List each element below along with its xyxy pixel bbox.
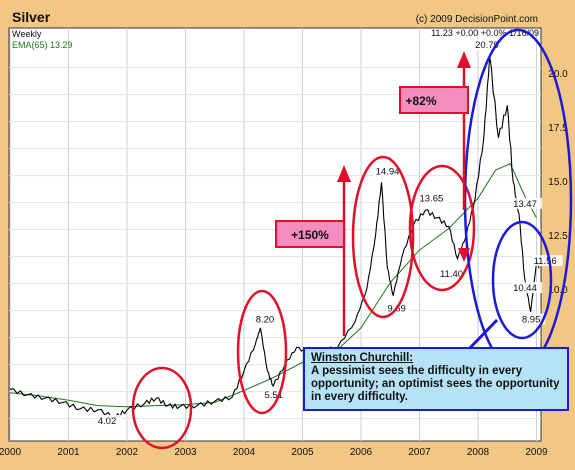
- chart-subtitle: Weekly: [12, 29, 42, 39]
- ema-legend: EMA(65) 13.29: [12, 40, 73, 50]
- x-tick-label: 2006: [350, 447, 373, 458]
- x-tick-label: 2008: [467, 447, 490, 458]
- value-label-bg: [418, 192, 449, 204]
- value-label: 5.51: [264, 390, 283, 401]
- x-tick-label: 2009: [525, 447, 548, 458]
- box-82: [399, 86, 469, 114]
- y-tick-label: 10.0: [548, 285, 568, 296]
- value-label: 4.02: [98, 416, 117, 427]
- price-readout: 11.23 +0.00 +0.0% 1/16/09: [431, 28, 539, 38]
- quote-author: Winston Churchill:: [311, 352, 414, 364]
- y-tick-label: 20.0: [548, 69, 568, 80]
- value-label: 8.95: [522, 314, 541, 325]
- value-label: 13.47: [513, 199, 537, 210]
- y-tick-label: 12.5: [548, 231, 568, 242]
- y-axis-ticks: 10.0 12.5 15.0 17.5 20.0: [548, 69, 568, 296]
- value-label: 13.65: [420, 193, 444, 204]
- x-tick-label: 2002: [116, 447, 139, 458]
- value-label-bg: [512, 282, 543, 294]
- value-label: 10.44: [513, 283, 537, 294]
- x-tick-label: 2005: [291, 447, 314, 458]
- value-label: 14.94: [376, 166, 400, 177]
- value-labels: 4.028.205.5114.949.6913.6511.4020.7913.4…: [96, 39, 563, 427]
- y-tick-label: 17.5: [548, 123, 568, 134]
- red-circle-2002: [131, 366, 193, 450]
- chart-title: Silver: [12, 9, 51, 25]
- value-label-bg: [254, 313, 280, 325]
- value-label: 11.56: [534, 256, 557, 267]
- red-circle-2004: [236, 289, 288, 415]
- x-tick-label: 2001: [57, 447, 80, 458]
- value-label-bg: [438, 268, 469, 280]
- box-150: [275, 220, 345, 248]
- value-label: 11.40: [440, 269, 463, 280]
- copyright-text: (c) 2009 DecisionPoint.com: [416, 14, 538, 25]
- churchill-quote-box: Winston Churchill: A pessimist sees the …: [303, 347, 569, 411]
- arrow-150-head: [337, 165, 351, 182]
- red-circle-2006: [351, 155, 415, 319]
- red-circle-2007: [408, 164, 476, 292]
- value-label-bg: [386, 302, 411, 314]
- value-label-bg: [96, 414, 122, 426]
- blue-circle-2009: [491, 220, 553, 340]
- quote-text: A pessimist sees the difficulty in every…: [311, 365, 560, 403]
- x-tick-label: 2007: [408, 447, 431, 458]
- x-axis-ticks: 2000 2001 2002 2003 2004 2005 2006 2007 2008 2009: [0, 447, 548, 458]
- x-tick-label: 2000: [0, 447, 22, 458]
- ema-line: [9, 163, 537, 408]
- value-label: 8.20: [256, 314, 275, 325]
- value-label-bg: [512, 197, 543, 209]
- value-label: 20.79: [475, 40, 499, 51]
- ema-series: [9, 163, 537, 408]
- blue-connector: [466, 318, 499, 352]
- value-label-bg: [520, 313, 546, 325]
- x-tick-label: 2003: [174, 447, 197, 458]
- arrow-82-head: [457, 51, 471, 68]
- value-label-bg: [374, 165, 405, 177]
- value-label-bg: [532, 255, 563, 267]
- value-label-bg: [474, 39, 505, 51]
- y-tick-label: 15.0: [548, 177, 568, 188]
- x-tick-label: 2004: [233, 447, 256, 458]
- value-label-bg: [263, 389, 288, 400]
- label-82: +82%: [405, 94, 436, 108]
- label-150: +150%: [291, 228, 329, 242]
- down-arrow-head: [458, 248, 470, 262]
